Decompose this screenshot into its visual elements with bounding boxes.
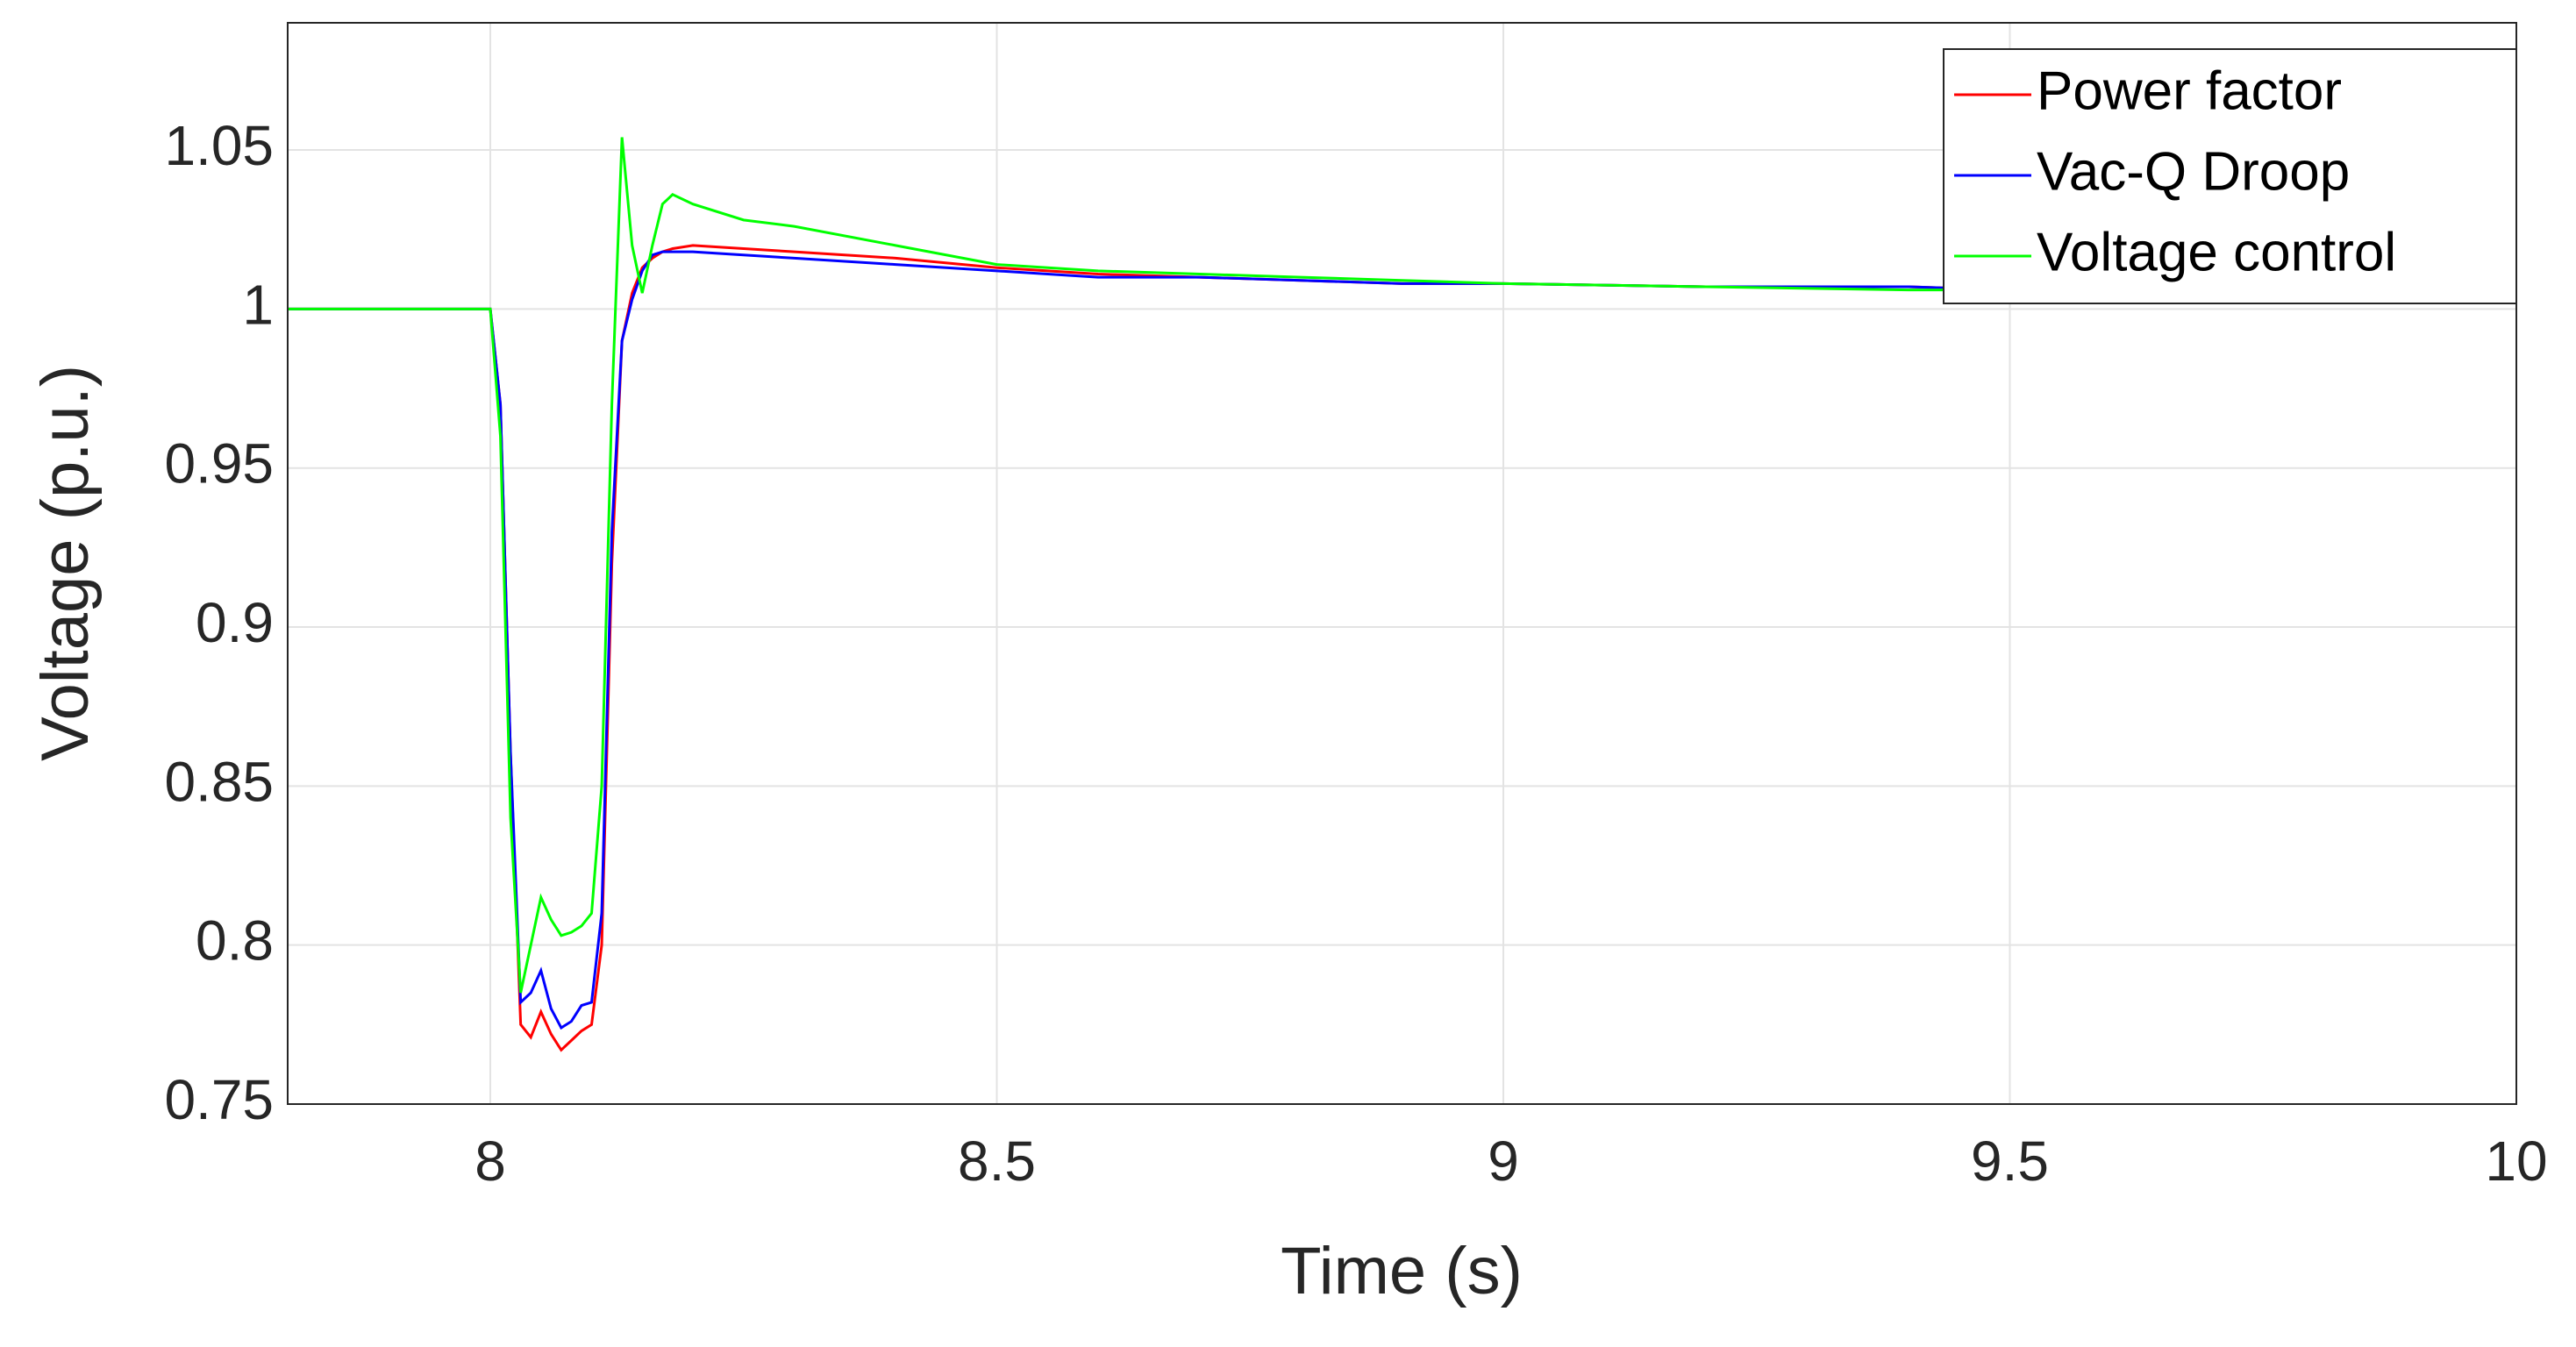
x-tick-label: 8.5 [958, 1130, 1036, 1193]
x-tick-label: 8 [475, 1130, 506, 1193]
plot-lines [288, 137, 2516, 1052]
legend-label: Vac-Q Droop [2037, 141, 2350, 202]
y-tick-label: 0.85 [164, 750, 274, 813]
grid [288, 23, 2517, 1105]
x-tick-label: 9 [1488, 1130, 1519, 1193]
legend-label: Power factor [2037, 61, 2342, 121]
y-tick-label: 0.95 [164, 432, 274, 495]
legend: Power factor Vac-Q Droop Voltage control [1943, 48, 2517, 304]
y-tick-label: 0.8 [196, 909, 274, 973]
legend-box [1943, 48, 2517, 304]
x-axis-label: Time (s) [1281, 1234, 1523, 1308]
legend-label: Voltage control [2037, 222, 2396, 282]
y-tick-label: 1 [242, 273, 274, 336]
series-line [288, 137, 2516, 994]
y-axis-label: Voltage (p.u.) [28, 365, 103, 761]
plot-frame [287, 22, 2517, 1105]
y-tick-label: 1.05 [164, 114, 274, 177]
y-tick-label: 0.9 [196, 591, 274, 654]
y-tick-label: 0.75 [164, 1068, 274, 1131]
tick-labels: 0.75 0.8 0.85 0.9 0.95 1 1.05 8 8.5 9 9.5 10 [164, 114, 2547, 1193]
x-tick-label: 9.5 [1971, 1130, 2049, 1193]
x-tick-label: 10 [2485, 1130, 2547, 1193]
